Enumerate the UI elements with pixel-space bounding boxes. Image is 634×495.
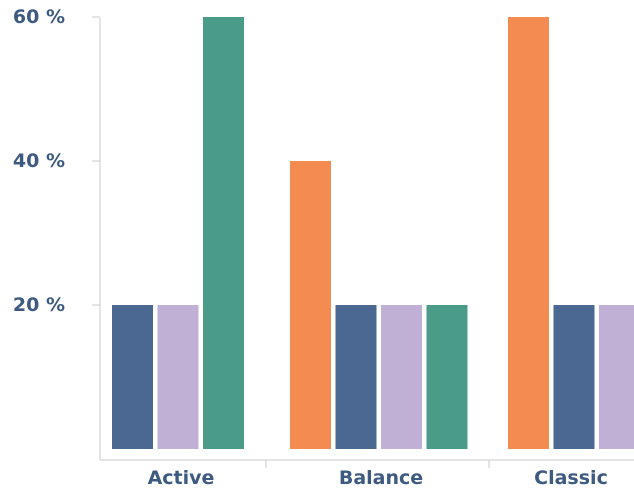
y-tick-label: 60 % [13, 6, 65, 28]
y-tick-label: 20 % [13, 294, 65, 316]
x-category-label: Active [148, 467, 215, 489]
axes [92, 16, 634, 468]
bar-balance-3 [426, 305, 468, 449]
x-category-label: Classic [534, 467, 608, 489]
bar-balance-2 [381, 305, 422, 449]
bar-classic-0 [508, 17, 549, 449]
bar-classic-2 [599, 305, 634, 449]
labels: 20 % 40 % 60 % Active Balance Classic [13, 6, 608, 489]
bars [112, 17, 634, 449]
bar-active-2 [203, 17, 244, 449]
y-tick-label: 40 % [13, 150, 65, 172]
bar-classic-1 [553, 305, 595, 449]
bar-active-1 [157, 305, 199, 449]
x-category-label: Balance [339, 467, 423, 489]
bar-balance-1 [335, 305, 377, 449]
bar-balance-0 [290, 161, 331, 449]
bar-active-0 [112, 305, 153, 449]
